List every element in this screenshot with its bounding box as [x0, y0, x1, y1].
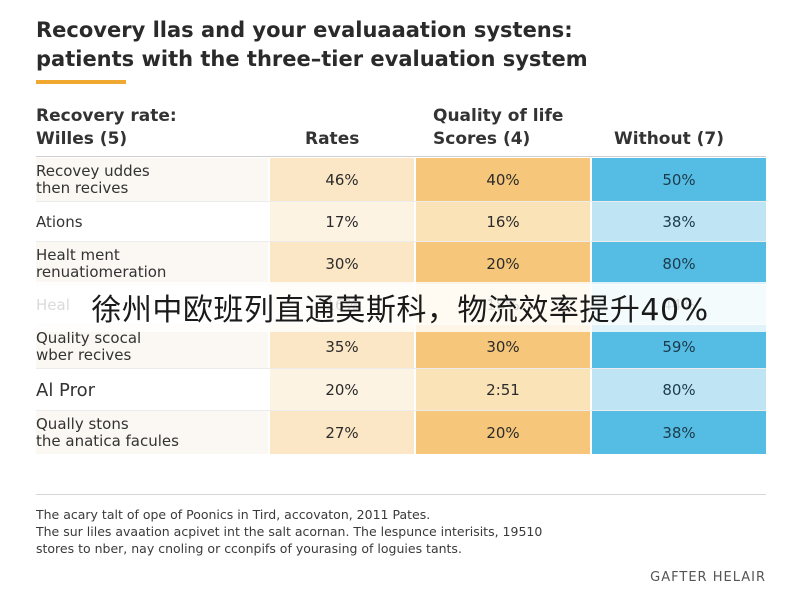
row-divider — [36, 368, 766, 369]
footnote-line-2: The sur liles avaation acpivet int the s… — [36, 524, 543, 539]
title-line-1: Recovery llas and your evaluaaation syst… — [36, 18, 573, 42]
without-cell: 38% — [590, 202, 766, 242]
table-row: Recovey uddes then recives 46% 40% 50% — [36, 158, 766, 202]
header-category: Recovery rate: Willes (5) — [36, 105, 177, 151]
header-without: Without (7) — [614, 129, 725, 149]
row-label-line: Al Pror — [36, 379, 95, 401]
without-cell: 80% — [590, 242, 766, 285]
quality-of-life-cell: 16% — [414, 202, 590, 242]
rates-cell: 20% — [268, 369, 414, 411]
row-divider — [36, 241, 766, 242]
header-divider — [36, 156, 766, 157]
footnotes: The acary talt of ope of Poonics in Tird… — [36, 506, 766, 557]
source-credit: GAFTER HELAIR — [650, 570, 766, 585]
row-label-line: wber recives — [36, 346, 132, 364]
rates-cell: 17% — [268, 202, 414, 242]
without-cell: 38% — [590, 411, 766, 454]
header-rates: Rates — [305, 129, 360, 149]
rates-cell: 35% — [268, 325, 414, 369]
quality-of-life-cell: 20% — [414, 242, 590, 285]
row-label: Quality scocal wber recives — [36, 325, 268, 369]
without-cell: 59% — [590, 325, 766, 369]
table-row: Healt ment renuatiomeration 30% 20% 80% — [36, 242, 766, 285]
table-row: Al Pror 20% 2:51 80% — [36, 369, 766, 411]
title-accent-rule — [36, 80, 126, 84]
row-label: Ations — [36, 202, 268, 242]
row-label: Healt ment renuatiomeration — [36, 242, 268, 285]
footnote-line-3: stores to nber, nay cnoling or cconpifs … — [36, 541, 462, 556]
row-label: Al Pror — [36, 369, 268, 411]
table-row: Ations 17% 16% 38% — [36, 202, 766, 242]
rates-cell: 30% — [268, 242, 414, 285]
header-qol-line-1: Quality of life — [433, 106, 564, 126]
without-cell: 80% — [590, 369, 766, 411]
row-label: Recovey uddes then recives — [36, 158, 268, 202]
header-category-line-1: Recovery rate: — [36, 106, 177, 126]
row-label-line: then recives — [36, 179, 129, 197]
header-qol-line-2: Scores (4) — [433, 129, 531, 149]
row-label-line: Quality scocal — [36, 329, 142, 347]
table-row: Quality scocal wber recives 35% 30% 59% — [36, 325, 766, 369]
quality-of-life-cell: 2:51 — [414, 369, 590, 411]
row-label: Qually stons the anatica facules — [36, 411, 268, 454]
header-quality-of-life: Quality of life Scores (4) — [433, 105, 563, 151]
footnote-line-1: The acary talt of ope of Poonics in Tird… — [36, 507, 431, 522]
quality-of-life-cell: 40% — [414, 158, 590, 202]
row-label-line: Qually stons — [36, 414, 129, 433]
row-divider — [36, 410, 766, 411]
title-line-2: patients with the three–tier evaluation … — [36, 47, 588, 71]
chart-title: Recovery llas and your evaluaaation syst… — [36, 16, 776, 74]
row-label-line: Recovey uddes — [36, 162, 150, 180]
rates-cell: 27% — [268, 411, 414, 454]
row-label-line: the anatica facules — [36, 431, 179, 450]
overlay-banner: 徐州中欧班列直通莫斯科，物流效率提升40% — [0, 282, 800, 332]
table-row: Qually stons the anatica facules 27% 20% 38% — [36, 411, 766, 454]
without-cell: 50% — [590, 158, 766, 202]
row-label-line: Healt ment — [36, 245, 120, 264]
header-category-line-2: Willes (5) — [36, 129, 128, 149]
footer-divider — [36, 494, 766, 495]
row-label-line: Ations — [36, 212, 83, 231]
quality-of-life-cell: 30% — [414, 325, 590, 369]
rates-cell: 46% — [268, 158, 414, 202]
overlay-banner-text: 徐州中欧班列直通莫斯科，物流效率提升40% — [91, 293, 709, 328]
row-divider — [36, 201, 766, 202]
quality-of-life-cell: 20% — [414, 411, 590, 454]
row-label-line: renuatiomeration — [36, 262, 167, 281]
